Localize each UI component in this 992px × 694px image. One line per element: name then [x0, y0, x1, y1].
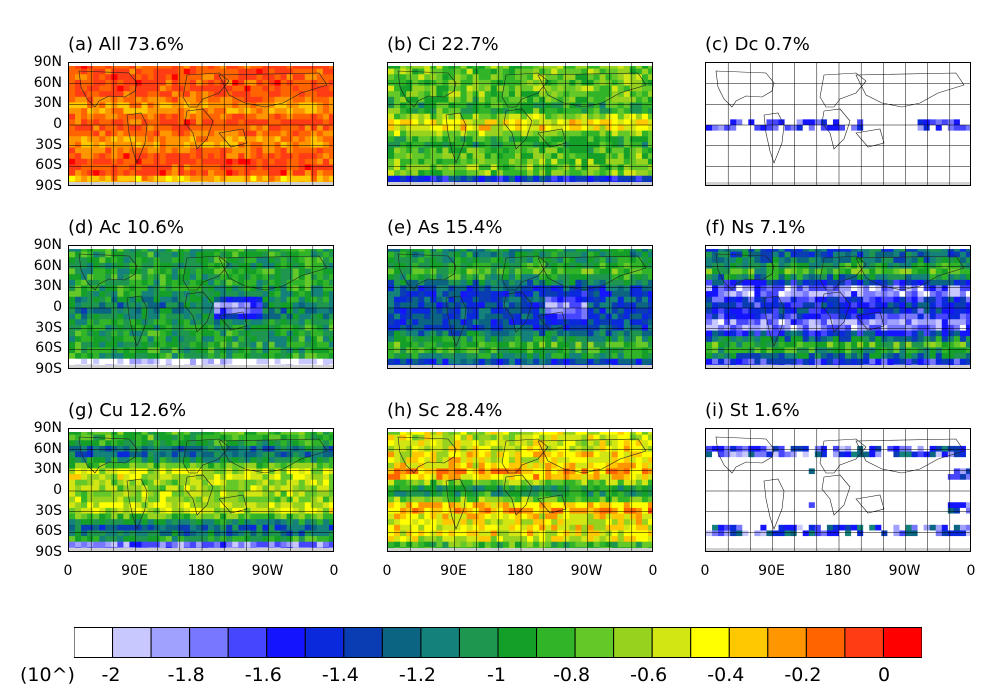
lat-label: 30S: [35, 502, 62, 519]
map-field-e: [388, 246, 652, 368]
colorbar-label: -1.4: [321, 664, 359, 686]
lat-label: 90S: [35, 361, 62, 377]
map-field-f: [706, 246, 970, 368]
lon-label: 0: [382, 563, 392, 579]
colorbar-label: -1.6: [244, 664, 282, 686]
lon-label: 0: [966, 563, 976, 579]
lat-label: 0: [53, 482, 62, 498]
lat-label: 30N: [33, 95, 62, 112]
lon-label: 0: [648, 563, 658, 579]
panel-title-g: (g) Cu 12.6%: [68, 400, 187, 421]
lon-label: 90W: [251, 563, 284, 579]
lat-label: 30N: [33, 278, 62, 295]
colorbar-label: -1.2: [398, 664, 436, 686]
lon-label: 90W: [888, 563, 921, 579]
colorbar-swatch: [574, 627, 615, 658]
colorbar-swatch: [882, 627, 922, 658]
colorbar-swatch: [381, 627, 422, 658]
map-field-d: [69, 246, 333, 368]
lon-label: 90E: [758, 563, 785, 579]
lat-label: 60S: [35, 340, 62, 357]
colorbar-swatch: [420, 627, 460, 658]
colorbar-swatch: [189, 627, 229, 658]
lat-label: 90S: [35, 544, 62, 560]
lat-label: 30S: [35, 136, 62, 153]
colorbar-swatch: [805, 627, 846, 658]
lat-label: 90S: [35, 178, 62, 194]
panel-title-e: (e) As 15.4%: [387, 217, 503, 238]
colorbar-swatch: [536, 627, 576, 658]
colorbar-swatch: [844, 627, 884, 658]
map-frame-a: [68, 62, 334, 186]
colorbar-swatch: [767, 627, 807, 658]
colorbar-swatch: [227, 627, 268, 658]
lat-label: 90N: [33, 237, 62, 253]
lat-label: 30S: [35, 319, 62, 336]
lat-label: 90N: [33, 54, 62, 70]
colorbar-label: -1: [487, 664, 506, 686]
lon-label: 0: [329, 563, 339, 579]
colorbar-swatch: [497, 627, 538, 658]
colorbar-swatch: [458, 627, 499, 658]
colorbar-label: 0: [877, 664, 891, 686]
colorbar-swatch: [74, 627, 114, 658]
map-frame-g: [68, 428, 334, 552]
lat-label: 60N: [33, 257, 62, 274]
colorbar-label: -1.8: [167, 664, 205, 686]
lat-label: 60S: [35, 157, 62, 174]
panel-title-h: (h) Sc 28.4%: [387, 400, 503, 421]
lat-label: 60N: [33, 440, 62, 457]
lon-label: 180: [187, 563, 215, 579]
panel-title-f: (f) Ns 7.1%: [705, 217, 806, 238]
lat-label: 0: [53, 116, 62, 132]
colorbar-swatch: [266, 627, 306, 658]
lon-label: 90E: [440, 563, 467, 579]
panel-title-c: (c) Dc 0.7%: [705, 34, 810, 55]
panel-title-b: (b) Ci 22.7%: [387, 34, 499, 55]
map-frame-e: [387, 245, 653, 369]
lat-label: 60N: [33, 74, 62, 91]
lon-label: 180: [824, 563, 852, 579]
map-field-h: [388, 429, 652, 551]
lon-label: 90E: [121, 563, 148, 579]
map-frame-b: [387, 62, 653, 186]
colorbar-label: -2: [101, 664, 121, 686]
map-frame-c: [705, 62, 971, 186]
colorbar-swatch: [651, 627, 692, 658]
lon-label: 90W: [570, 563, 603, 579]
lat-label: 60S: [35, 523, 62, 540]
panel-title-i: (i) St 1.6%: [705, 400, 800, 421]
colorbar-swatch: [343, 627, 383, 658]
colorbar-swatch: [690, 627, 730, 658]
lon-label: 0: [700, 563, 710, 579]
map-field-g: [69, 429, 333, 551]
colorbar-label: -0.2: [784, 664, 822, 686]
panel-title-d: (d) Ac 10.6%: [68, 217, 184, 238]
map-frame-h: [387, 428, 653, 552]
colorbar-label: -0.4: [707, 664, 745, 686]
colorbar-label: -0.8: [553, 664, 591, 686]
map-field-a: [69, 63, 333, 185]
lat-label: 0: [53, 299, 62, 315]
colorbar: [74, 627, 922, 658]
map-frame-f: [705, 245, 971, 369]
colorbar-swatch: [112, 627, 152, 658]
lon-label: 0: [63, 563, 73, 579]
lat-label: 90N: [33, 420, 62, 436]
colorbar-swatch: [728, 627, 769, 658]
colorbar-prefix: (10^): [20, 664, 75, 686]
colorbar-label: -0.6: [630, 664, 668, 686]
lon-label: 180: [506, 563, 534, 579]
map-frame-i: [705, 428, 971, 552]
colorbar-swatch: [150, 627, 191, 658]
map-field-i: [706, 429, 970, 551]
map-field-c: [706, 63, 970, 185]
lat-label: 30N: [33, 461, 62, 478]
colorbar-swatch: [613, 627, 653, 658]
panel-title-a: (a) All 73.6%: [68, 34, 185, 55]
map-field-b: [388, 63, 652, 185]
colorbar-swatch: [304, 627, 345, 658]
map-frame-d: [68, 245, 334, 369]
